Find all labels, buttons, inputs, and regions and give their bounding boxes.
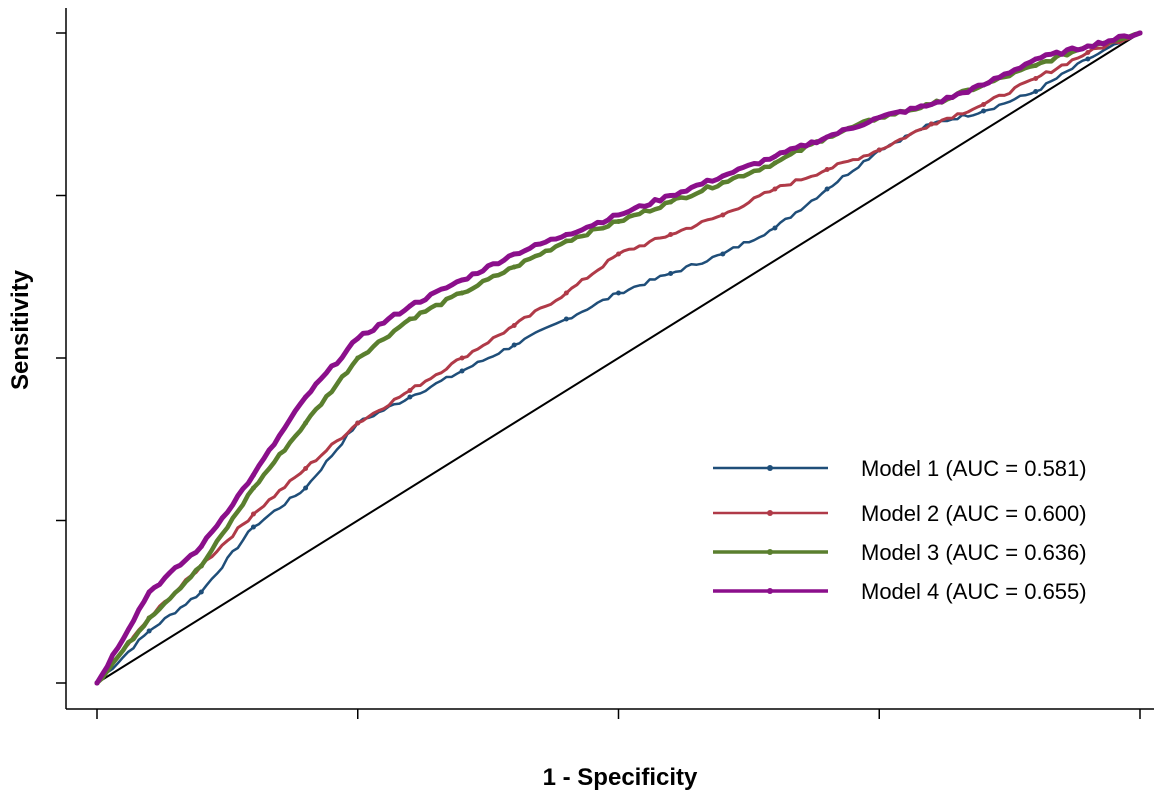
series-2-point-13 bbox=[772, 186, 778, 192]
series-3-point-2 bbox=[198, 563, 204, 569]
series-2-point-11 bbox=[668, 232, 674, 237]
series-1-point-11 bbox=[668, 271, 674, 276]
series-2-point-18 bbox=[1033, 76, 1039, 81]
legend-marker-4 bbox=[767, 588, 773, 594]
series-4-point-13 bbox=[772, 154, 778, 159]
series-3-point-9 bbox=[563, 238, 569, 244]
series-1-point-19 bbox=[1085, 56, 1091, 62]
series-4-point-18 bbox=[1033, 56, 1039, 62]
series-3-point-10 bbox=[616, 219, 621, 224]
series-2-point-9 bbox=[563, 290, 569, 296]
series-2-point-14 bbox=[824, 167, 830, 172]
series-2-point-15 bbox=[876, 147, 882, 153]
series-1-point-12 bbox=[720, 251, 726, 257]
series-1-point-8 bbox=[511, 342, 517, 348]
series-1-point-18 bbox=[1033, 89, 1039, 94]
series-2-point-6 bbox=[407, 388, 413, 393]
series-4-point-5 bbox=[355, 336, 361, 341]
series-4-point-19 bbox=[1085, 43, 1091, 49]
series-2-point-10 bbox=[616, 251, 621, 257]
series-4-point-20 bbox=[1137, 30, 1143, 36]
reference-diagonal bbox=[96, 32, 1141, 684]
legend-entry-3: Model 3 (AUC = 0.636) bbox=[713, 540, 1087, 565]
series-4-point-3 bbox=[250, 472, 256, 478]
series-1-point-9 bbox=[563, 316, 569, 322]
series-3-point-1 bbox=[146, 615, 152, 621]
series-2-point-5 bbox=[355, 420, 361, 426]
series-2-point-4 bbox=[303, 466, 309, 471]
series-4-point-12 bbox=[720, 173, 726, 179]
series-3-point-18 bbox=[1033, 63, 1039, 68]
y-axis-title: Sensitivity bbox=[7, 269, 34, 390]
series-4-point-10 bbox=[616, 212, 621, 218]
series-model-4 bbox=[94, 30, 1143, 686]
series-4-point-7 bbox=[459, 277, 465, 283]
series-4-point-15 bbox=[876, 115, 882, 120]
series-1-point-3 bbox=[250, 524, 256, 530]
series-3-point-6 bbox=[407, 316, 413, 322]
series-2-point-12 bbox=[720, 212, 726, 218]
series-1-point-10 bbox=[616, 290, 621, 296]
series-3-point-7 bbox=[459, 290, 465, 296]
series-4-point-4 bbox=[303, 394, 309, 400]
series-3-point-11 bbox=[668, 199, 674, 205]
series-2-point-19 bbox=[1085, 50, 1091, 55]
legend-label-1: Model 1 (AUC = 0.581) bbox=[861, 456, 1087, 481]
series-4-point-9 bbox=[563, 232, 569, 237]
series-4-point-2 bbox=[198, 544, 204, 549]
series-4-point-16 bbox=[928, 102, 934, 107]
series-4-point-11 bbox=[668, 193, 674, 198]
series-2-point-7 bbox=[459, 355, 465, 361]
legend-label-2: Model 2 (AUC = 0.600) bbox=[861, 501, 1087, 526]
series-1-point-2 bbox=[198, 589, 204, 595]
series-1-point-6 bbox=[407, 394, 413, 400]
reference-line bbox=[96, 32, 1141, 684]
roc-curves bbox=[94, 30, 1143, 686]
legend-entry-4: Model 4 (AUC = 0.655) bbox=[713, 579, 1087, 604]
legend-label-3: Model 3 (AUC = 0.636) bbox=[861, 540, 1087, 565]
series-3-point-13 bbox=[772, 160, 778, 166]
series-4-point-6 bbox=[407, 303, 413, 309]
series-3-point-4 bbox=[303, 420, 309, 426]
series-3-point-3 bbox=[250, 485, 256, 491]
legend-entry-1: Model 1 (AUC = 0.581) bbox=[713, 456, 1087, 481]
series-4-point-0 bbox=[94, 680, 100, 686]
legend-label-4: Model 4 (AUC = 0.655) bbox=[861, 579, 1087, 604]
series-1-point-14 bbox=[824, 186, 830, 192]
series-2-point-8 bbox=[511, 323, 517, 328]
series-2-point-17 bbox=[981, 102, 987, 107]
series-4-point-14 bbox=[824, 134, 830, 140]
series-1-point-13 bbox=[772, 225, 778, 231]
axis-ticks bbox=[56, 32, 1141, 719]
series-3-point-12 bbox=[720, 180, 726, 185]
series-1-point-7 bbox=[459, 368, 465, 374]
series-1-point-17 bbox=[981, 108, 987, 114]
series-3-point-5 bbox=[355, 355, 361, 361]
series-1-point-1 bbox=[146, 628, 152, 634]
series-3-point-8 bbox=[511, 264, 517, 270]
legend-marker-3 bbox=[767, 549, 773, 555]
series-1-point-4 bbox=[303, 485, 309, 491]
legend: Model 1 (AUC = 0.581) Model 2 (AUC = 0.60… bbox=[713, 456, 1087, 604]
legend-marker-1 bbox=[767, 465, 773, 471]
legend-marker-2 bbox=[767, 510, 773, 516]
series-4-point-8 bbox=[511, 251, 517, 257]
x-axis-title: 1 - Specificity bbox=[543, 764, 698, 791]
legend-entry-2: Model 2 (AUC = 0.600) bbox=[713, 501, 1087, 526]
series-2-point-3 bbox=[250, 511, 256, 517]
series-4-point-17 bbox=[981, 82, 987, 88]
series-2-point-16 bbox=[928, 121, 934, 127]
series-4-point-1 bbox=[146, 589, 152, 595]
